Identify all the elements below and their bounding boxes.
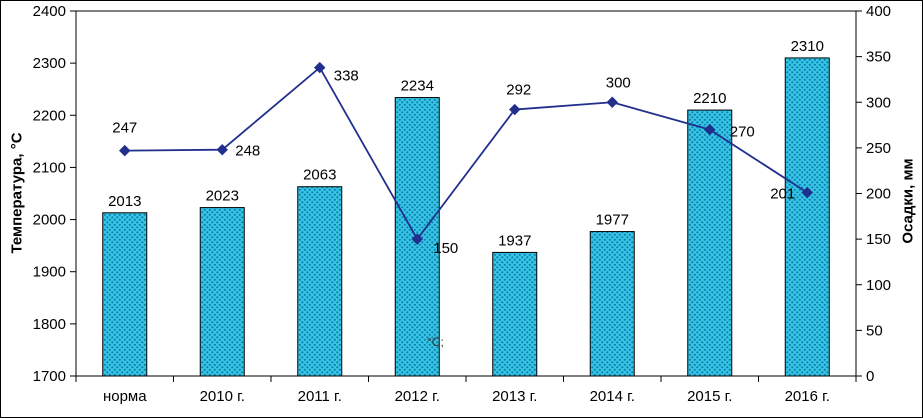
right-tick-label: 100 bbox=[866, 277, 891, 294]
right-tick-label: 400 bbox=[866, 3, 891, 20]
right-tick-label: 150 bbox=[866, 231, 891, 248]
x-category-label: 2013 г. bbox=[492, 388, 537, 405]
line-value-label: 201 bbox=[770, 186, 795, 203]
diamond-marker bbox=[411, 233, 423, 245]
plot-area bbox=[75, 10, 857, 377]
diamond-marker bbox=[606, 96, 618, 108]
line-value-label: 338 bbox=[334, 68, 359, 85]
right-tick-label: 0 bbox=[866, 368, 874, 385]
diamond-marker bbox=[801, 186, 813, 199]
diamond-marker bbox=[216, 143, 228, 156]
left-tick-label: 2200 bbox=[33, 107, 66, 124]
line-value-label: 292 bbox=[506, 82, 531, 99]
line-value-label: 248 bbox=[235, 143, 260, 160]
diamond-marker bbox=[314, 61, 326, 74]
diamond-marker bbox=[119, 144, 131, 157]
bar-value-label: 2234 bbox=[401, 78, 434, 95]
left-tick-label: 1800 bbox=[33, 316, 66, 333]
bar-value-label: 2063 bbox=[303, 167, 336, 184]
left-tick-label: 2400 bbox=[33, 3, 66, 20]
line-value-label: 150 bbox=[433, 240, 458, 257]
left-tick-label: 2300 bbox=[33, 55, 66, 72]
bar-value-label: 2310 bbox=[791, 38, 824, 55]
bar-value-label: 2210 bbox=[693, 90, 726, 107]
x-category-label: 2011 г. bbox=[298, 388, 342, 405]
x-category-label: 2015 г. bbox=[687, 388, 732, 405]
x-category-label: норма bbox=[103, 388, 147, 405]
bar-value-label: 2013 bbox=[108, 193, 141, 210]
x-category-label: 2010 г. bbox=[200, 388, 245, 405]
legend-remnant-label: °С; bbox=[427, 335, 444, 349]
line-value-label: 270 bbox=[730, 124, 755, 141]
x-category-label: 2012 г. bbox=[395, 388, 440, 405]
left-axis-title: Температура, °С bbox=[8, 132, 26, 254]
precipitation-line bbox=[124, 66, 808, 241]
bar-2010 г. bbox=[199, 207, 245, 377]
diamond-marker bbox=[704, 123, 716, 136]
x-category-label: 2016 г. bbox=[785, 388, 830, 405]
diamond-marker bbox=[509, 103, 521, 116]
right-tick-label: 350 bbox=[866, 49, 891, 66]
left-tick-label: 2000 bbox=[33, 212, 66, 229]
right-axis-title: Осадки, мм bbox=[899, 158, 917, 244]
bar-2016 г. bbox=[784, 57, 830, 377]
line-value-label: 300 bbox=[606, 74, 631, 91]
bar-value-label: 2023 bbox=[206, 188, 239, 205]
bar-value-label: 1977 bbox=[596, 212, 629, 229]
bar-value-label: 1937 bbox=[498, 232, 531, 249]
right-tick-label: 300 bbox=[866, 94, 891, 111]
bar-2015 г. bbox=[687, 109, 733, 377]
right-tick-label: 200 bbox=[866, 186, 891, 203]
x-category-label: 2014 г. bbox=[590, 388, 635, 405]
right-tick-label: 50 bbox=[866, 322, 883, 339]
right-tick-label: 250 bbox=[866, 140, 891, 157]
line-value-label: 247 bbox=[112, 120, 137, 137]
bar-2013 г. bbox=[492, 251, 538, 377]
left-tick-label: 1900 bbox=[33, 264, 66, 281]
bar-2011 г. bbox=[297, 186, 343, 377]
bar-норма bbox=[102, 212, 148, 377]
left-tick-label: 2100 bbox=[33, 159, 66, 176]
left-tick-label: 1700 bbox=[33, 368, 66, 385]
bar-2014 г. bbox=[589, 231, 635, 377]
